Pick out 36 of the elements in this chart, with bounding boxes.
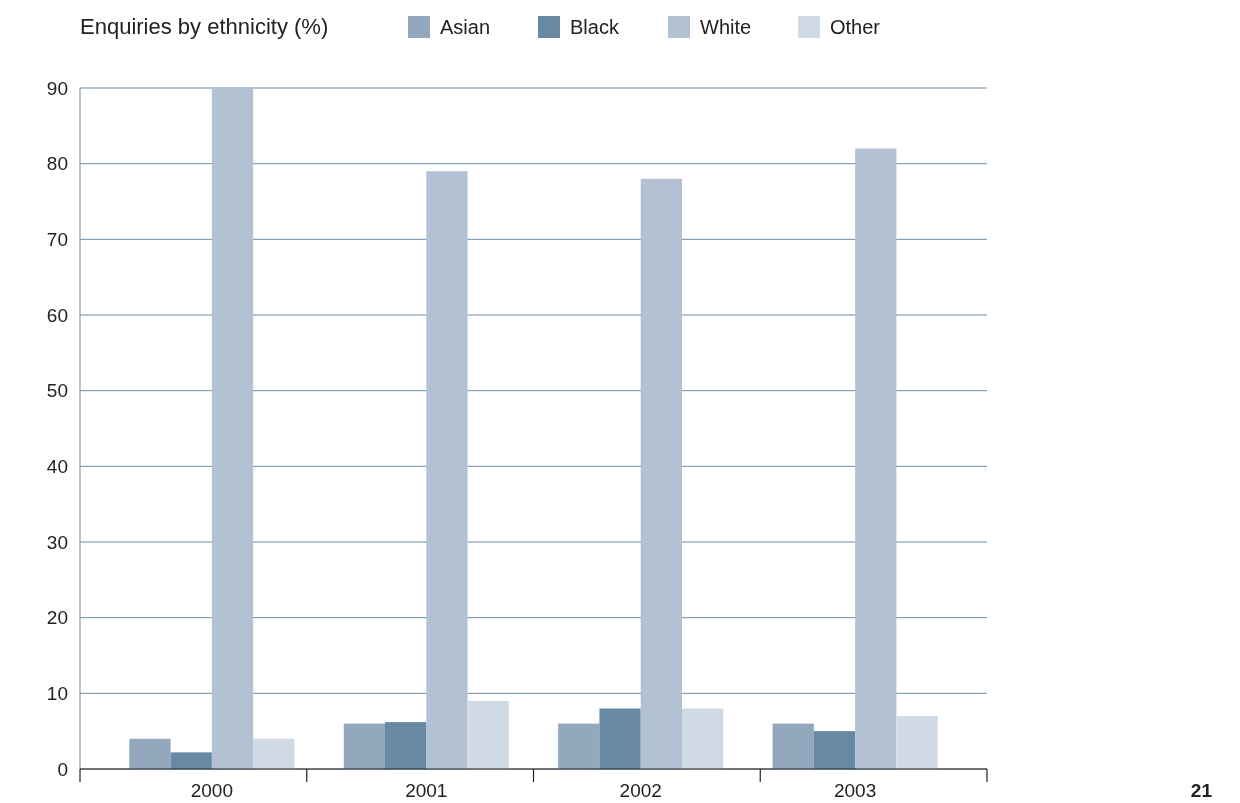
y-tick-label: 80 bbox=[46, 153, 68, 175]
bar bbox=[599, 708, 641, 769]
bar bbox=[211, 88, 254, 769]
bar bbox=[640, 178, 682, 769]
y-tick-label: 30 bbox=[46, 531, 68, 553]
y-tick-label: 90 bbox=[46, 77, 68, 99]
bar bbox=[170, 752, 212, 769]
text: 21 bbox=[1190, 780, 1213, 801]
bar bbox=[558, 723, 600, 769]
x-tick-label: 2002 bbox=[619, 780, 662, 801]
legend-label: Black bbox=[570, 16, 620, 38]
bar bbox=[772, 723, 814, 769]
x-tick-label: 2000 bbox=[190, 780, 234, 801]
bar bbox=[813, 731, 856, 769]
y-tick-label: 60 bbox=[46, 304, 68, 326]
chart-title: Enquiries by ethnicity (%) bbox=[80, 14, 329, 39]
y-tick-label: 40 bbox=[46, 455, 68, 477]
x-tick-label: 2003 bbox=[833, 780, 877, 801]
y-tick-label: 20 bbox=[46, 607, 68, 629]
legend-label: Other bbox=[830, 16, 881, 38]
y-tick-label: 70 bbox=[46, 228, 68, 250]
bar bbox=[426, 171, 468, 769]
y-tick-label: 10 bbox=[46, 682, 68, 704]
x-tick-label: 2001 bbox=[405, 780, 448, 801]
bar bbox=[385, 722, 427, 769]
bar bbox=[343, 723, 386, 769]
legend-label: White bbox=[700, 16, 752, 38]
bar bbox=[855, 148, 897, 769]
y-tick-label: 50 bbox=[46, 380, 68, 402]
bar bbox=[129, 738, 171, 769]
y-tick-label: 0 bbox=[57, 758, 68, 780]
bar bbox=[467, 700, 509, 769]
bar bbox=[253, 738, 295, 769]
bar bbox=[896, 716, 938, 769]
bar bbox=[681, 708, 724, 769]
legend-label: Asian bbox=[440, 16, 491, 38]
